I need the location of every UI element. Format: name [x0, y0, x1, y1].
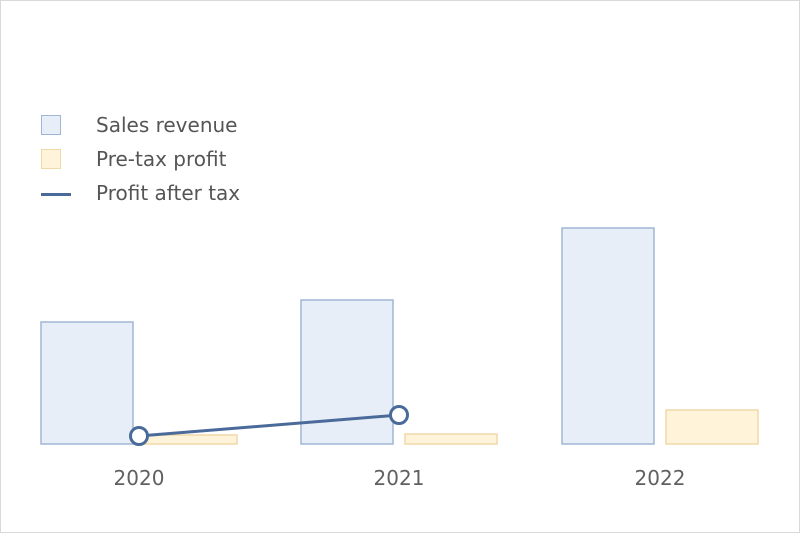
legend-swatch-sales-revenue — [41, 115, 61, 135]
x-tick-label-2021: 2021 — [374, 466, 425, 490]
legend-label-profit-after-tax: Profit after tax — [96, 181, 241, 205]
x-tick-label-2020: 2020 — [114, 466, 165, 490]
bar-pre-tax-profit-2021 — [404, 433, 498, 445]
bar-pre-tax-profit-2022 — [665, 409, 759, 445]
point-profit-after-tax-2020 — [129, 426, 149, 446]
legend-swatch-pre-tax-profit — [41, 149, 61, 169]
bar-pre-tax-profit-2020 — [144, 434, 238, 445]
point-profit-after-tax-2021 — [389, 405, 409, 425]
legend-label-pre-tax-profit: Pre-tax profit — [96, 147, 227, 171]
line-profit-after-tax — [138, 413, 400, 438]
legend-line-profit-after-tax — [41, 193, 71, 196]
x-tick-label-2022: 2022 — [635, 466, 686, 490]
legend-label-sales-revenue: Sales revenue — [96, 113, 238, 137]
bar-sales-revenue-2022 — [561, 227, 655, 445]
bar-sales-revenue-2020 — [40, 321, 134, 445]
